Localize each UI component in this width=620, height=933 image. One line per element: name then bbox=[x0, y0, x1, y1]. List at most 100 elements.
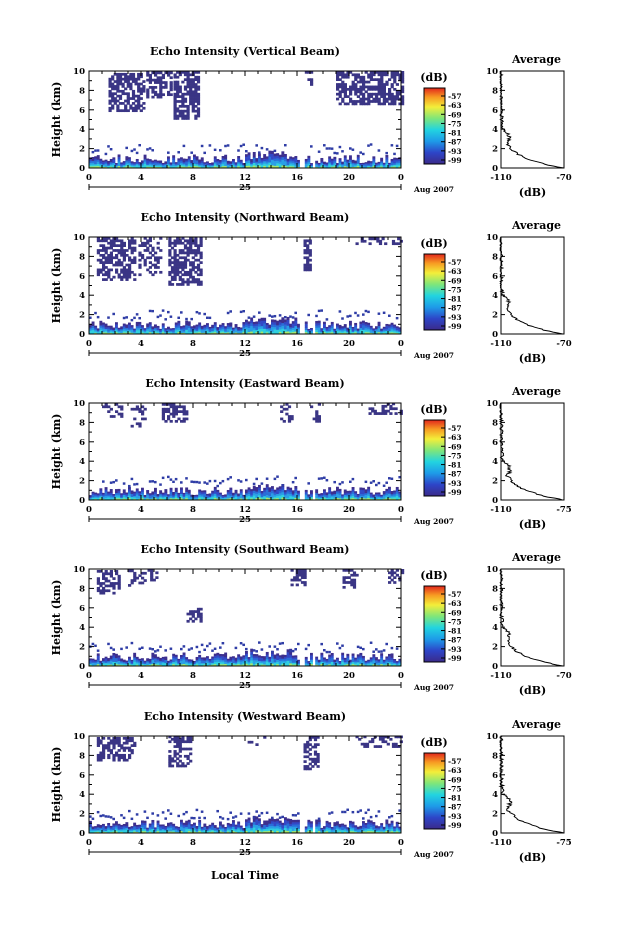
heatmap-cell bbox=[253, 662, 256, 664]
heatmap-cell bbox=[333, 481, 336, 483]
heatmap-cell bbox=[123, 324, 126, 326]
heatmap-cell bbox=[271, 658, 274, 661]
heatmap-cell bbox=[146, 329, 149, 331]
heatmap-cell bbox=[346, 95, 349, 98]
heatmap-cell bbox=[352, 660, 355, 662]
heatmap-cell bbox=[209, 480, 212, 482]
heatmap-cell bbox=[188, 156, 191, 158]
x-tick-label: 4 bbox=[138, 339, 144, 349]
x-tick-label: 0 bbox=[86, 173, 92, 183]
average-x-label: (dB) bbox=[519, 684, 546, 697]
heatmap-cell bbox=[372, 160, 375, 162]
heatmap-cell bbox=[362, 325, 365, 328]
heatmap-cell bbox=[154, 660, 157, 662]
heatmap-cell bbox=[99, 815, 102, 817]
heatmap-cell bbox=[287, 320, 290, 323]
heatmap-cell bbox=[197, 76, 200, 79]
heatmap-cell bbox=[110, 159, 113, 161]
heatmap-cell bbox=[136, 328, 139, 330]
heatmap-cell bbox=[144, 495, 147, 496]
heatmap-cell bbox=[222, 325, 225, 327]
heatmap-cell bbox=[297, 660, 300, 661]
heatmap-cell bbox=[151, 149, 154, 151]
heatmap-cell bbox=[310, 145, 313, 147]
heatmap-cell bbox=[248, 326, 251, 328]
heatmap-cell bbox=[128, 324, 131, 326]
colorbar-tick-label: -69 bbox=[448, 442, 462, 451]
heatmap-cell bbox=[304, 576, 307, 579]
heatmap-cell bbox=[385, 152, 388, 154]
heatmap-cell bbox=[307, 158, 310, 160]
heatmap-cell bbox=[214, 493, 217, 495]
heatmap-cell bbox=[287, 660, 290, 663]
heatmap-cell bbox=[339, 310, 342, 312]
heatmap-cell bbox=[188, 326, 191, 328]
heatmap-cell bbox=[184, 256, 187, 259]
heatmap-cell bbox=[172, 162, 175, 164]
heatmap-cell bbox=[102, 254, 105, 257]
heatmap-cell bbox=[123, 496, 126, 498]
heatmap-cell bbox=[187, 620, 190, 623]
heatmap-cell bbox=[354, 658, 357, 660]
heatmap-cell bbox=[110, 261, 113, 264]
heatmap-cell bbox=[219, 660, 222, 662]
heatmap-cell bbox=[157, 261, 160, 264]
heatmap-cell bbox=[346, 315, 349, 317]
heatmap-cell bbox=[279, 486, 282, 489]
heatmap-cell bbox=[344, 162, 347, 164]
heatmap-cell bbox=[211, 491, 214, 493]
heatmap-cell bbox=[105, 489, 108, 491]
colorbar-label: (dB) bbox=[420, 237, 447, 250]
heatmap-cell bbox=[99, 327, 102, 330]
heatmap-cell bbox=[294, 326, 297, 329]
heatmap-cell bbox=[393, 165, 396, 167]
heatmap-cell bbox=[331, 147, 334, 149]
heatmap-cell bbox=[318, 418, 321, 421]
heatmap-cell bbox=[245, 159, 248, 162]
heatmap-cell bbox=[123, 325, 126, 327]
heatmap-cell bbox=[154, 654, 157, 656]
heatmap-cell bbox=[118, 582, 121, 585]
heatmap-cell bbox=[255, 487, 258, 489]
heatmap-cell bbox=[385, 482, 388, 484]
heatmap-cell bbox=[135, 80, 138, 83]
heatmap-cell bbox=[240, 656, 243, 658]
heatmap-cell bbox=[102, 814, 105, 816]
heatmap-cell bbox=[144, 661, 147, 662]
heatmap-cell bbox=[346, 76, 349, 79]
heatmap-cell bbox=[279, 159, 282, 162]
heatmap-cell bbox=[133, 239, 136, 242]
heatmap-cell bbox=[92, 159, 95, 161]
heatmap-cell bbox=[289, 488, 292, 490]
heatmap-cell bbox=[395, 412, 398, 415]
average-y-tick-label: 4 bbox=[492, 125, 498, 135]
heatmap-cell bbox=[196, 162, 199, 164]
heatmap-cell bbox=[136, 492, 139, 494]
heatmap-cell bbox=[250, 496, 253, 498]
heatmap-cell bbox=[198, 481, 201, 483]
heatmap-cell bbox=[336, 88, 339, 91]
heatmap-cell bbox=[196, 646, 199, 648]
heatmap-cell bbox=[115, 493, 118, 495]
heatmap-cell bbox=[125, 492, 128, 494]
heatmap-cell bbox=[170, 328, 173, 329]
heatmap-cell bbox=[253, 649, 256, 651]
heatmap-cell bbox=[184, 244, 187, 247]
heatmap-cell bbox=[149, 330, 152, 332]
heatmap-cell bbox=[185, 490, 188, 492]
heatmap-cell bbox=[175, 662, 178, 664]
y-tick-label: 8 bbox=[79, 86, 85, 96]
heatmap-cell bbox=[289, 325, 292, 327]
heatmap-cell bbox=[284, 316, 287, 318]
heatmap-cell bbox=[380, 653, 383, 655]
heatmap-cell bbox=[175, 162, 178, 163]
heatmap-cell bbox=[359, 328, 362, 330]
heatmap-cell bbox=[167, 476, 170, 478]
heatmap-cell bbox=[336, 152, 339, 154]
heatmap-cell bbox=[261, 323, 264, 326]
heatmap-cell bbox=[362, 492, 365, 494]
heatmap-cell bbox=[128, 323, 131, 325]
heatmap-cell bbox=[349, 98, 352, 101]
heatmap-cell bbox=[281, 656, 284, 658]
heatmap-cell bbox=[248, 158, 251, 161]
